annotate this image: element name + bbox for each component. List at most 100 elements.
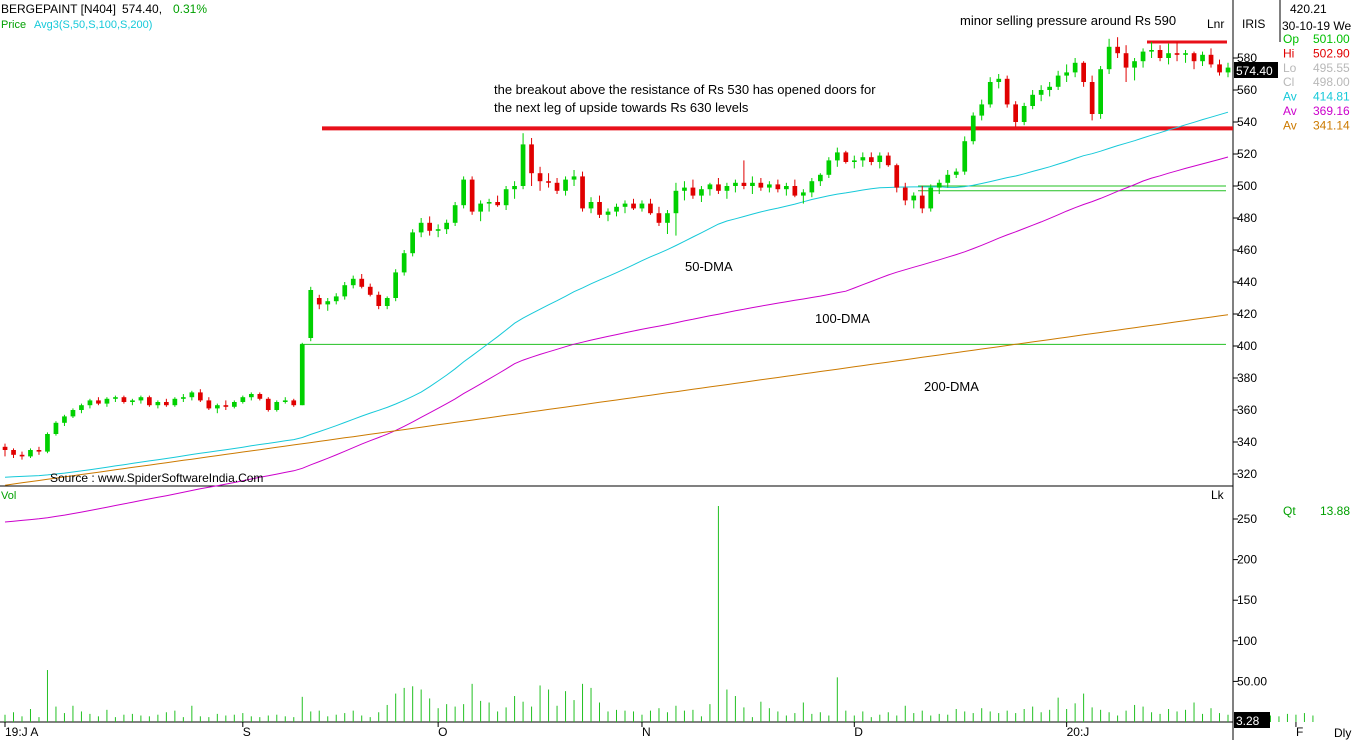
candle-body <box>1123 53 1129 68</box>
candle-body <box>690 187 696 196</box>
time-tick-label: D <box>854 725 863 739</box>
candle-body <box>96 400 101 404</box>
candle-body <box>622 203 628 207</box>
price-tick-label: 380 <box>1237 371 1257 385</box>
candle-body <box>1072 62 1078 73</box>
candle-body <box>571 176 577 180</box>
dma100-label: 100-DMA <box>815 311 870 326</box>
candle-body <box>809 181 815 193</box>
candle-body <box>36 450 42 452</box>
ohlc-label: Op <box>1283 32 1299 46</box>
candle-body <box>792 186 798 196</box>
price-tick-label: 360 <box>1237 403 1257 417</box>
candle-body <box>444 222 449 230</box>
indicator-label: Avg3(S,50,S,100,S,200) <box>34 19 152 31</box>
candle-body <box>554 182 560 191</box>
candle-body <box>53 422 59 434</box>
last-price: 574.40, <box>122 2 162 16</box>
price-tick-label: 500 <box>1237 179 1257 193</box>
candle-body <box>1183 53 1188 55</box>
price-change: 0.31% <box>173 2 207 16</box>
ohlc-value: 495.55 <box>1313 61 1350 75</box>
candle-body <box>1064 72 1069 76</box>
ohlc-value: 501.00 <box>1313 32 1350 46</box>
candle-body <box>189 392 195 398</box>
candle-body <box>750 182 755 186</box>
candle-body <box>198 392 203 401</box>
candle-body <box>155 402 161 406</box>
candle-body <box>716 184 721 191</box>
candle-body <box>130 400 135 402</box>
ohlc-value: 341.14 <box>1313 118 1350 132</box>
candle-body <box>843 152 849 162</box>
volume-tick-label: 200 <box>1237 553 1257 567</box>
candle-body <box>1089 82 1095 114</box>
volume-tick-label: 150 <box>1237 593 1257 607</box>
dma100-line <box>4 156 1229 523</box>
candle-body <box>1149 50 1154 52</box>
candle-body <box>1030 94 1035 106</box>
candle-body <box>62 416 67 423</box>
price-tick-label: 480 <box>1237 211 1257 225</box>
ohlc-value: 369.16 <box>1313 104 1350 118</box>
candle-body <box>249 394 254 398</box>
candle-body <box>1174 53 1180 55</box>
candle-body <box>512 186 517 190</box>
candle-body <box>113 397 118 399</box>
candle-body <box>28 450 33 457</box>
candle-body <box>121 397 127 402</box>
volume-tick-label: 100 <box>1237 634 1257 648</box>
candle-body <box>342 285 348 297</box>
candle-body <box>384 298 390 306</box>
candle-body <box>605 211 611 215</box>
price-tick-label: 580 <box>1237 51 1257 65</box>
candle-body <box>11 450 16 455</box>
minor-selling-annotation: minor selling pressure around Rs 590 <box>960 13 1176 28</box>
candle-body <box>1191 53 1197 62</box>
candle-body <box>682 187 687 191</box>
lnr-label: Lnr <box>1207 17 1224 31</box>
candle-body <box>452 205 458 223</box>
ohlc-label: Lo <box>1283 61 1297 75</box>
candle-body <box>359 278 365 287</box>
candle-body <box>1217 64 1222 73</box>
time-tick-label: 19:J A <box>5 725 38 739</box>
volume-bars <box>4 506 1314 722</box>
candle-body <box>45 434 50 452</box>
candle-body <box>936 182 942 188</box>
candle-body <box>588 202 594 209</box>
candle-body <box>257 394 263 399</box>
price-tick-label: 400 <box>1237 339 1257 353</box>
candle-body <box>291 400 297 406</box>
candle-body <box>631 203 636 209</box>
candle-body <box>741 182 747 186</box>
candle-body <box>478 203 483 212</box>
candle-body <box>869 157 874 162</box>
breakout-annotation-line2: the next leg of upside towards Rs 630 le… <box>494 100 749 115</box>
moving-averages <box>4 111 1229 523</box>
candle-body <box>1132 61 1137 68</box>
qt-value: 13.88 <box>1320 504 1350 518</box>
candle-body <box>19 454 25 457</box>
candle-body <box>1140 51 1146 62</box>
candle-body <box>461 179 466 206</box>
candle-body <box>996 78 1002 82</box>
candle-body <box>1021 106 1027 122</box>
candle-body <box>308 290 314 338</box>
candle-body <box>529 144 534 174</box>
ohlc-label: Cl <box>1283 75 1294 89</box>
candle-body <box>393 272 398 298</box>
volume-label: Vol <box>1 490 16 502</box>
price-tick-label: 420 <box>1237 307 1257 321</box>
price-tick-label: 460 <box>1237 243 1257 257</box>
candle-body <box>401 253 407 273</box>
candle-body <box>265 398 271 410</box>
candle-body <box>223 405 229 407</box>
dma200-line <box>4 314 1229 486</box>
ohlc-label: Av <box>1283 118 1297 132</box>
candle-body <box>503 189 509 206</box>
candle-body <box>350 278 356 286</box>
ohlc-label: Av <box>1283 90 1297 104</box>
candle-body <box>486 202 492 204</box>
